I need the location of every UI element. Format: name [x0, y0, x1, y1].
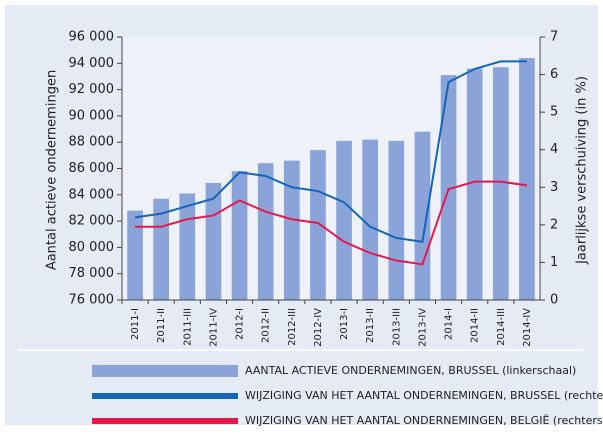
y-tick-label: 80 000: [69, 240, 115, 255]
y-tick-label: 96 000: [69, 30, 115, 45]
y-tick-label: 86 000: [69, 161, 115, 176]
bar: [257, 163, 274, 300]
x-tick-label: 2011-III: [182, 308, 193, 346]
y2-tick-label: 3: [550, 180, 558, 195]
x-tick-label: 2013-I: [339, 308, 350, 340]
bar: [336, 140, 352, 300]
y-tick-label: 92 000: [69, 82, 115, 97]
bar: [466, 68, 483, 300]
y2-tick-label: 5: [550, 105, 558, 120]
y2-tick-label: 2: [550, 217, 558, 232]
bar: [127, 210, 143, 300]
line: [134, 60, 527, 243]
x-tick-label: 2011-IV: [208, 308, 219, 347]
legend-label: WIJZIGING VAN HET AANTAL ONDERNEMINGEN, …: [245, 389, 603, 402]
x-tick-label: 2014-III: [496, 308, 507, 346]
y-tick-label: 82 000: [69, 214, 115, 229]
bar: [440, 75, 457, 300]
bar: [283, 160, 300, 300]
legend-label: AANTAL ACTIEVE ONDERNEMINGEN, BRUSSEL (l…: [245, 364, 576, 377]
y-tick-label: 90 000: [69, 108, 115, 123]
bar: [362, 139, 379, 300]
y-tick-label: 76 000: [69, 293, 115, 308]
legend-swatch: [92, 418, 238, 424]
bar: [388, 140, 405, 300]
x-tick-label: 2012-II: [261, 308, 272, 343]
x-tick-label: 2012-I: [235, 308, 246, 340]
x-tick-label: 2011-II: [156, 308, 167, 343]
y-tick-label: 84 000: [69, 187, 115, 202]
legend-label: WIJZIGING VAN HET AANTAL ONDERNEMINGEN, …: [245, 414, 603, 427]
line: [135, 180, 528, 266]
y2-tick-label: 1: [550, 255, 558, 270]
bar: [414, 131, 431, 300]
x-tick-label: 2011-I: [130, 308, 141, 340]
bar: [153, 198, 170, 300]
x-tick-label: 2014-I: [444, 308, 455, 340]
bar: [231, 171, 248, 300]
bar: [310, 150, 326, 300]
y2-tick-label: 4: [550, 142, 558, 157]
x-tick-label: 2013-IV: [417, 308, 428, 347]
x-tick-label: 2014-IV: [522, 308, 533, 347]
y2-tick-label: 7: [550, 30, 558, 45]
bar: [492, 67, 509, 301]
x-tick-label: 2013-II: [365, 308, 376, 343]
bar: [179, 193, 196, 300]
legend-swatch: [92, 393, 238, 399]
x-tick-label: 2012-IV: [313, 308, 324, 347]
y-axis-label: Aantal actieve ondernemingen: [45, 70, 60, 270]
legend-swatch: [92, 365, 238, 377]
y-tick-label: 94 000: [69, 56, 115, 71]
y-tick-label: 78 000: [69, 266, 115, 281]
bar: [519, 58, 535, 300]
x-tick-label: 2012-III: [287, 308, 298, 346]
x-tick-label: 2013-III: [391, 308, 402, 346]
y2-tick-label: 6: [550, 67, 558, 82]
x-tick-label: 2014-II: [470, 308, 481, 343]
y2-axis-label: Jaarlijkse verschuiving (in %): [575, 76, 590, 265]
y2-tick-label: 0: [550, 293, 558, 308]
y-tick-label: 88 000: [69, 135, 115, 150]
